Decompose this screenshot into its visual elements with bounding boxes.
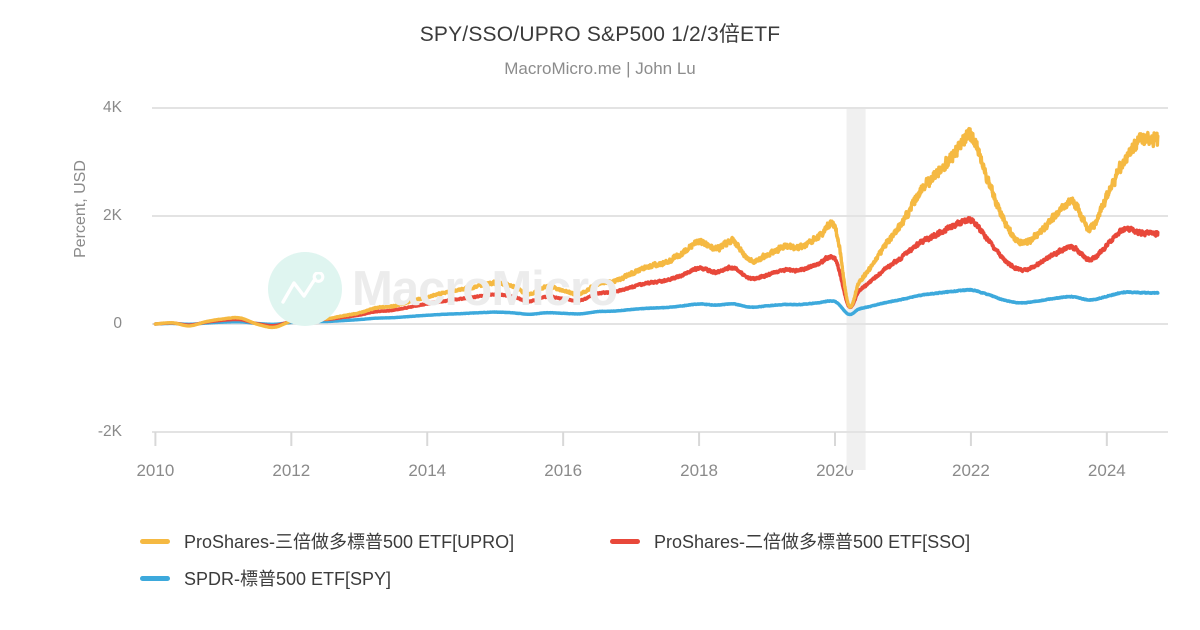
chart-subtitle: MacroMicro.me | John Lu — [504, 59, 696, 78]
series-line-spy — [153, 287, 1160, 327]
x-axis-tick-label: 2016 — [544, 461, 583, 480]
legend-label-spy: SPDR-標普500 ETF[SPY] — [184, 569, 392, 589]
x-axis-tick-label: 2024 — [1087, 461, 1126, 480]
chart-title: SPY/SSO/UPRO S&P500 1/2/3倍ETF — [419, 23, 781, 46]
legend-swatch-spy — [140, 575, 170, 581]
y-axis-tick-label: -2K — [97, 423, 122, 440]
watermark-logo-circle — [268, 252, 342, 326]
chart-legend: ProShares-三倍做多標普500 ETF[UPRO] ProShares-… — [140, 528, 1150, 602]
watermark: MacroMicro — [268, 252, 618, 326]
y-axis-tick-labels: 4K 2K 0 -2K — [62, 0, 122, 630]
x-axis-tick-label: 2014 — [408, 461, 447, 480]
legend-swatch-sso — [610, 538, 640, 544]
y-axis-tick-label: 4K — [103, 99, 122, 116]
x-axis-tick-label: 2010 — [136, 461, 175, 480]
legend-item-upro[interactable]: ProShares-三倍做多標普500 ETF[UPRO] — [140, 528, 610, 554]
y-axis-tick-label: 0 — [113, 315, 122, 332]
x-axis-tick-label: 2012 — [272, 461, 311, 480]
legend-row: SPDR-標普500 ETF[SPY] — [140, 565, 1150, 591]
legend-label-sso: ProShares-二倍做多標普500 ETF[SSO] — [654, 532, 971, 552]
line-chart-icon — [281, 272, 325, 304]
watermark-text: MacroMicro — [352, 261, 618, 316]
legend-item-spy[interactable]: SPDR-標普500 ETF[SPY] — [140, 565, 610, 591]
x-axis-tick-label: 2022 — [951, 461, 990, 480]
x-axis-tick-label: 2020 — [816, 461, 854, 480]
legend-swatch-upro — [140, 538, 170, 544]
legend-row: ProShares-三倍做多標普500 ETF[UPRO] ProShares-… — [140, 528, 1150, 554]
legend-label-upro: ProShares-三倍做多標普500 ETF[UPRO] — [184, 532, 515, 552]
legend-item-sso[interactable]: ProShares-二倍做多標普500 ETF[SSO] — [610, 528, 970, 554]
y-axis-tick-label: 2K — [103, 207, 122, 224]
x-axis-tick-label: 2018 — [680, 461, 718, 480]
